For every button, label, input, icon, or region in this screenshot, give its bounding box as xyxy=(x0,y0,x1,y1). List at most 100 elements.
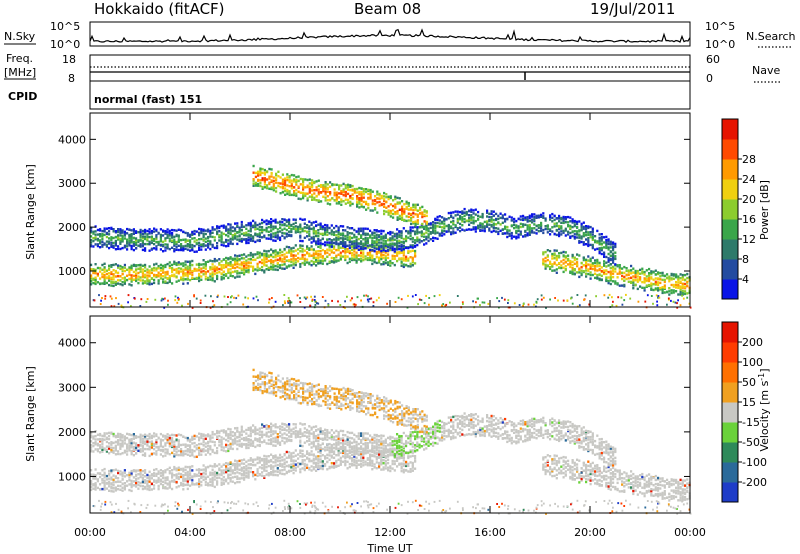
power-cell xyxy=(684,283,686,285)
power-cell xyxy=(369,230,371,232)
power-cell xyxy=(207,245,209,247)
power-cell xyxy=(358,245,360,247)
power-cell xyxy=(234,267,236,269)
power-cell xyxy=(200,243,202,245)
power-cell xyxy=(104,234,106,236)
power-cell xyxy=(385,207,387,209)
power-cell xyxy=(632,268,634,270)
power-cell xyxy=(632,284,634,286)
freq-tick-bottom: 8 xyxy=(68,72,75,85)
power-cell xyxy=(367,252,369,254)
power-cell xyxy=(524,234,526,236)
power-cell xyxy=(101,282,103,284)
power-cell xyxy=(403,254,405,256)
power-cell xyxy=(340,258,342,260)
power-cell xyxy=(374,261,376,263)
power-cell xyxy=(282,181,284,183)
power-cell xyxy=(108,265,110,267)
power-cell xyxy=(590,260,592,262)
power-cell xyxy=(124,231,126,233)
velocity-cell xyxy=(135,478,137,480)
power-cell xyxy=(421,240,423,242)
power-cell xyxy=(403,203,405,205)
power-cell xyxy=(272,235,274,237)
power-cell xyxy=(182,283,184,285)
power-colorbar-swatch xyxy=(722,139,738,160)
velocity-cell xyxy=(133,469,135,471)
velocity-cell xyxy=(248,467,250,469)
power-cell xyxy=(262,177,264,179)
power-cell xyxy=(441,216,443,218)
power-cell xyxy=(248,254,250,256)
power-colorbar-swatch xyxy=(722,119,738,140)
power-cell xyxy=(610,263,612,265)
velocity-cell xyxy=(180,468,182,470)
power-cell xyxy=(473,219,475,221)
power-cell xyxy=(149,269,151,271)
power-cell xyxy=(230,268,232,270)
power-cell xyxy=(495,218,497,220)
power-cell xyxy=(610,250,612,252)
velocity-cell xyxy=(263,475,265,477)
velocity-cell xyxy=(95,468,97,470)
power-cell xyxy=(191,270,193,272)
velocity-cell xyxy=(158,473,160,475)
power-cell xyxy=(374,258,376,260)
power-cell xyxy=(486,224,488,226)
power-cell xyxy=(144,236,146,238)
velocity-cell xyxy=(266,458,268,460)
power-cell xyxy=(356,236,358,238)
velocity-cell xyxy=(326,468,328,470)
power-cell xyxy=(263,270,265,272)
velocity-cell xyxy=(140,485,142,487)
power-cell xyxy=(140,266,142,268)
power-cell xyxy=(227,228,229,230)
power-cell xyxy=(484,221,486,223)
power-cell xyxy=(272,264,274,266)
power-cell xyxy=(509,216,511,218)
power-cell xyxy=(282,174,284,176)
power-cell xyxy=(424,302,426,304)
power-cell xyxy=(299,224,301,226)
power-ytick-label: 4000 xyxy=(58,133,86,146)
power-cell xyxy=(230,226,232,228)
power-cell xyxy=(131,279,133,281)
power-cell xyxy=(635,284,637,286)
power-cell xyxy=(245,238,247,240)
power-cell xyxy=(113,245,115,247)
power-cell xyxy=(135,247,137,249)
power-cell xyxy=(379,204,381,206)
velocity-cell xyxy=(315,470,317,472)
power-cell xyxy=(349,227,351,229)
power-cell xyxy=(425,238,427,240)
power-cell xyxy=(340,204,342,206)
power-cell xyxy=(398,257,400,259)
velocity-cell xyxy=(326,461,328,463)
power-cell xyxy=(194,230,196,232)
power-cell xyxy=(583,299,585,301)
power-cell xyxy=(326,244,328,246)
power-cell xyxy=(335,230,337,232)
power-cell xyxy=(131,277,133,279)
power-cell xyxy=(275,173,277,175)
velocity-data xyxy=(90,369,692,515)
power-cell xyxy=(549,250,551,252)
power-cell xyxy=(628,269,630,271)
power-cell xyxy=(266,261,268,263)
power-cell xyxy=(389,243,391,245)
power-cell xyxy=(656,304,658,306)
power-cell xyxy=(401,247,403,249)
power-cell xyxy=(160,244,162,246)
power-cell xyxy=(536,225,538,227)
power-cell xyxy=(140,236,142,238)
power-cell xyxy=(558,231,560,233)
power-cell xyxy=(353,253,355,255)
power-cell xyxy=(340,254,342,256)
power-cell xyxy=(298,186,300,188)
velocity-cell xyxy=(306,453,308,455)
power-cell xyxy=(329,203,331,205)
power-cell xyxy=(461,216,463,218)
power-cell xyxy=(415,206,417,208)
power-cell xyxy=(401,200,403,202)
power-cell xyxy=(212,232,214,234)
